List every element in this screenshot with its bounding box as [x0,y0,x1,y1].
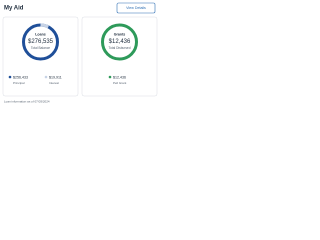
principal-amount: $256,433 [13,75,28,79]
loans-label: Loans [35,32,46,36]
interest-label: Interest [49,81,59,85]
grants-card [81,16,158,97]
screen: My Aid View Details Loans $276,535 Total… [2,2,158,103]
loans-card [2,16,79,97]
pell-amount: $12,436 [113,75,126,79]
interest-dot [44,75,48,79]
view-details-label[interactable]: View Details [126,6,146,10]
grants-ring [101,23,138,61]
loans-amount: $276,535 [28,39,54,45]
page: {"header": {"title": "My Aid", "button":… [0,0,160,106]
grants-caption: Total Disbursed [109,46,131,50]
pell-dot [108,75,112,79]
interest-amount: $19,911 [49,75,62,79]
pell-label: Pell Grant [113,81,127,85]
loans-caption: Total Balance [31,46,50,50]
grants-amount: $12,436 [109,39,131,45]
view-details-button[interactable] [116,2,156,14]
loans-ring-interest [40,23,49,29]
principal-dot [8,75,12,79]
footer-note: Loan information as of 07/03/2024 [4,99,50,103]
grants-label: Grants [114,32,126,36]
principal-label: Principal [13,81,25,85]
title: My Aid [4,6,24,12]
